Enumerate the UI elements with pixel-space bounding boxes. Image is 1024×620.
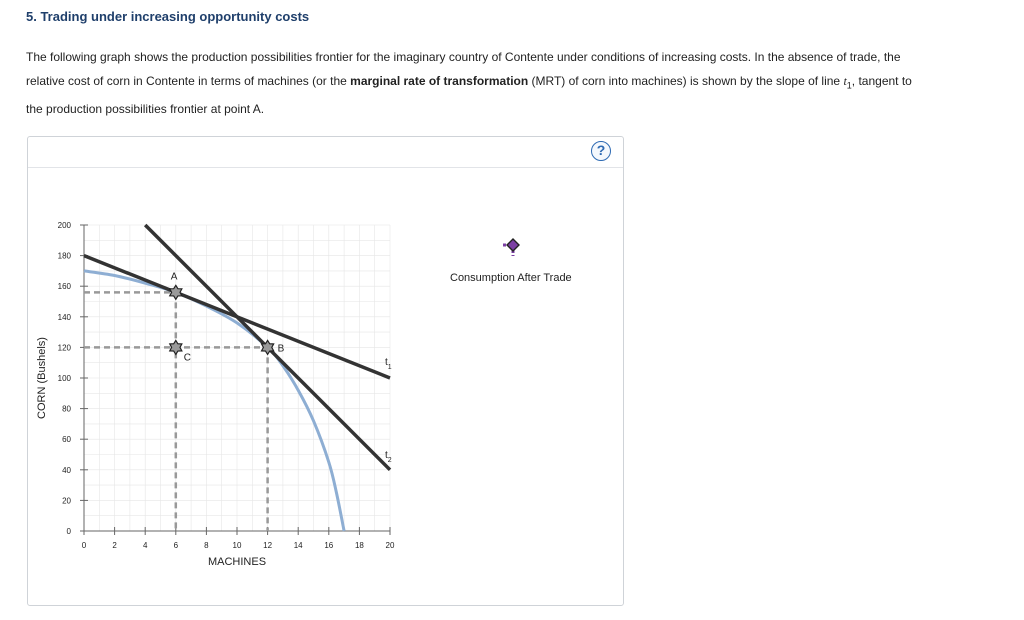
y-tick-label: 60 bbox=[62, 435, 71, 444]
consumption-after-trade-label: Consumption After Trade bbox=[450, 272, 572, 284]
x-tick-label: 14 bbox=[294, 541, 303, 550]
y-axis-label: CORN (Bushels) bbox=[36, 337, 48, 419]
x-tick-label: 18 bbox=[355, 541, 364, 550]
help-button[interactable]: ? bbox=[591, 141, 611, 161]
x-tick-label: 16 bbox=[324, 541, 333, 550]
x-tick-label: 20 bbox=[386, 541, 395, 550]
x-tick-label: 0 bbox=[82, 541, 87, 550]
question-text-bold: marginal rate of transformation bbox=[350, 74, 529, 88]
point-c-label: C bbox=[184, 352, 191, 363]
line-variable-sub: 1 bbox=[846, 80, 852, 91]
x-tick-label: 10 bbox=[233, 541, 242, 550]
y-tick-label: 160 bbox=[58, 282, 72, 291]
x-tick-label: 4 bbox=[143, 541, 148, 550]
point-b-label: B bbox=[278, 343, 285, 354]
question-text-part2: (MRT) of corn into machines) is shown by… bbox=[528, 74, 844, 88]
ppf-curve bbox=[83, 269, 346, 532]
legend[interactable] bbox=[503, 238, 520, 256]
y-tick-label: 180 bbox=[58, 252, 72, 261]
x-tick-label: 8 bbox=[204, 541, 209, 550]
question-text-part1: The following graph shows the production… bbox=[26, 50, 901, 88]
graph-toolbar bbox=[28, 137, 623, 168]
grid bbox=[83, 224, 391, 532]
line-label-t2: t2 bbox=[385, 450, 392, 464]
x-axis-label: MACHINES bbox=[208, 556, 266, 568]
x-tick-label: 2 bbox=[112, 541, 117, 550]
tick-labels: 0 2 4 6 8 10 12 14 16 18 2002040608010012014016018… bbox=[36, 221, 395, 568]
y-tick-label: 140 bbox=[58, 313, 72, 322]
line-label-sub: 2 bbox=[388, 457, 392, 464]
line-label-sub: 1 bbox=[388, 364, 392, 371]
graph-panel: ? 0 2 4 6 8 10 12 14 16 18 20 0 20 40 60 80 100 120 140 160… bbox=[27, 136, 624, 606]
point-b-marker[interactable] bbox=[260, 339, 275, 356]
y-tick-label: 100 bbox=[58, 374, 72, 383]
y-tick-label: 20 bbox=[62, 496, 71, 505]
x-tick-label: 12 bbox=[263, 541, 272, 550]
question-title: 5. Trading under increasing opportunity … bbox=[26, 9, 310, 24]
y-tick-label: 120 bbox=[58, 343, 72, 352]
point-a-marker[interactable] bbox=[168, 284, 183, 301]
question-text: The following graph shows the production… bbox=[26, 45, 926, 121]
line-variable: t bbox=[843, 74, 847, 88]
points[interactable]: A C B bbox=[168, 271, 285, 363]
point-a-label: A bbox=[171, 271, 178, 282]
ppf-graph[interactable]: 0 2 4 6 8 10 12 14 16 18 2002040608010012014016018… bbox=[28, 137, 623, 605]
y-tick-label: 40 bbox=[62, 466, 71, 475]
consumption-diamond-icon[interactable] bbox=[506, 238, 520, 252]
line-label-t1: t1 bbox=[385, 357, 392, 371]
question-text-part3: , tangent to the production possibilitie… bbox=[26, 74, 912, 117]
point-c-marker[interactable] bbox=[168, 339, 183, 356]
y-tick-label: 200 bbox=[58, 221, 72, 230]
x-tick-label: 6 bbox=[174, 541, 179, 550]
y-tick-label: 80 bbox=[62, 405, 71, 414]
y-tick-label: 0 bbox=[67, 527, 72, 536]
